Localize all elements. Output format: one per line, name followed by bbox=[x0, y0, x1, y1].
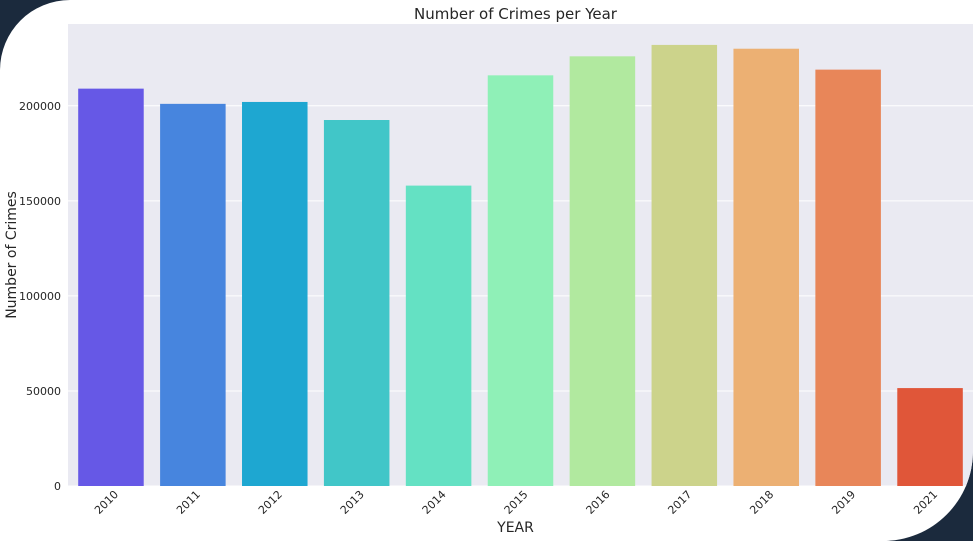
bar-2021 bbox=[897, 388, 963, 486]
x-tick-label: 2013 bbox=[338, 488, 367, 517]
x-axis-label: YEAR bbox=[496, 520, 534, 536]
y-tick-label: 100000 bbox=[19, 290, 61, 303]
bar-2015 bbox=[487, 75, 554, 486]
bar-2011 bbox=[160, 103, 226, 486]
bar-2012 bbox=[242, 101, 308, 486]
y-tick-label: 50000 bbox=[26, 385, 61, 398]
x-tick-labels: 2010 2011 2012 2013 2014 2015 2016 2017 2018 2019… bbox=[92, 488, 940, 517]
x-tick-label: 2011 bbox=[174, 488, 203, 517]
bar-2018 bbox=[733, 48, 799, 486]
x-tick-label: 2012 bbox=[256, 488, 285, 517]
x-tick-label: 2017 bbox=[665, 488, 694, 517]
bar-2019 bbox=[815, 69, 881, 486]
x-tick-label: 2021 bbox=[911, 488, 940, 517]
y-tick-label: 0 bbox=[54, 480, 61, 493]
x-tick-label: 2018 bbox=[747, 488, 776, 517]
x-tick-label: 2016 bbox=[584, 488, 613, 517]
y-tick-labels: 0 50000 100000 150000 200000 bbox=[19, 100, 61, 493]
chart-title: Number of Crimes per Year bbox=[414, 5, 618, 23]
x-tick-label: 2019 bbox=[829, 488, 858, 517]
bar-2014 bbox=[405, 185, 472, 487]
bar-2017 bbox=[651, 44, 718, 487]
x-tick-label: 2014 bbox=[420, 488, 449, 517]
y-tick-label: 200000 bbox=[19, 100, 61, 113]
bar-2013 bbox=[323, 120, 390, 487]
x-tick-label: 2015 bbox=[502, 488, 531, 517]
y-axis-label: Number of Crimes bbox=[4, 191, 20, 319]
bar-2016 bbox=[569, 56, 636, 487]
x-tick-label: 2010 bbox=[92, 488, 121, 517]
y-tick-label: 150000 bbox=[19, 195, 61, 208]
bars bbox=[78, 44, 963, 487]
bar-2010 bbox=[78, 88, 144, 487]
